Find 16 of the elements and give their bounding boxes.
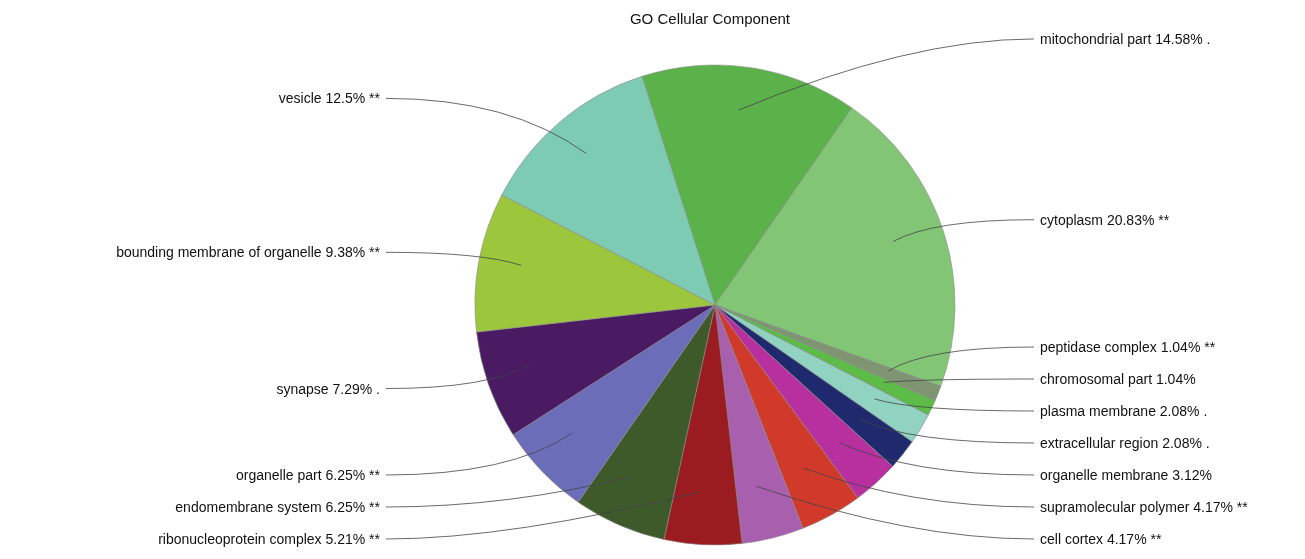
slice-label: chromosomal part 1.04%	[1040, 371, 1196, 387]
slice-label: cell cortex 4.17% **	[1040, 531, 1162, 547]
slice-label: organelle part 6.25% **	[236, 467, 381, 483]
slice-label: supramolecular polymer 4.17% **	[1040, 499, 1249, 515]
slice-label: synapse 7.29% .	[276, 380, 380, 397]
slice-label: ribonucleoprotein complex 5.21% **	[158, 531, 381, 547]
slice-label: plasma membrane 2.08% .	[1040, 403, 1208, 419]
slice-label: vesicle 12.5% **	[278, 90, 381, 107]
slice-label: cytoplasm 20.83% **	[1040, 211, 1170, 228]
slice-label: endomembrane system 6.25% **	[175, 499, 381, 515]
chart-title: GO Cellular Component	[628, 10, 792, 27]
slice-label: bounding membrane of organelle 9.38% **	[116, 244, 381, 261]
slice-label: mitochondrial part 14.58% .	[1040, 30, 1211, 47]
slice-label: peptidase complex 1.04% **	[1040, 339, 1216, 355]
slice-label: extracellular region 2.08% .	[1040, 435, 1210, 451]
slice-label: organelle membrane 3.12%	[1040, 467, 1212, 483]
